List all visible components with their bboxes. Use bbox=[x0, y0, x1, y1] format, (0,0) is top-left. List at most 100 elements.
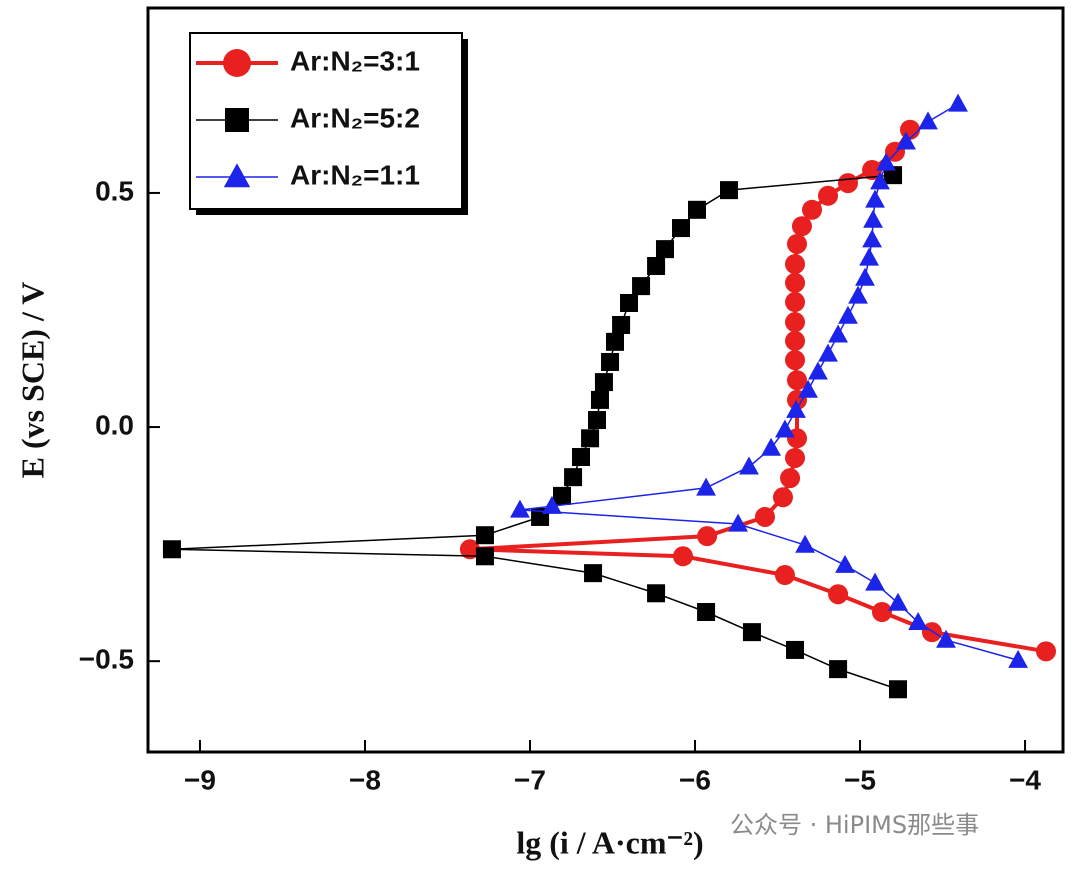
marker bbox=[510, 499, 530, 518]
legend-label: Ar:N₂=5:2 bbox=[290, 102, 420, 133]
marker bbox=[818, 343, 838, 362]
marker bbox=[888, 680, 907, 699]
marker bbox=[772, 487, 793, 508]
marker bbox=[542, 495, 562, 514]
marker bbox=[948, 93, 968, 112]
marker bbox=[908, 611, 929, 630]
watermark: 公众号 · HiPIMS那些事 bbox=[730, 811, 979, 839]
marker bbox=[696, 477, 716, 496]
marker bbox=[475, 547, 494, 566]
marker bbox=[774, 565, 795, 586]
marker bbox=[786, 233, 807, 254]
marker bbox=[828, 584, 849, 605]
marker bbox=[798, 379, 818, 398]
marker bbox=[835, 554, 855, 573]
marker bbox=[620, 293, 639, 312]
marker bbox=[785, 254, 806, 275]
marker bbox=[828, 324, 848, 343]
marker bbox=[672, 546, 693, 567]
marker bbox=[876, 152, 897, 171]
marker bbox=[785, 272, 806, 293]
marker bbox=[785, 447, 806, 468]
marker bbox=[584, 564, 603, 583]
marker bbox=[612, 315, 631, 334]
legend-marker bbox=[223, 163, 251, 188]
marker bbox=[837, 173, 858, 194]
marker bbox=[859, 247, 880, 266]
marker bbox=[553, 486, 572, 505]
x-tick-label: −5 bbox=[844, 764, 876, 795]
marker bbox=[761, 437, 781, 456]
x-tick-label: −4 bbox=[1009, 764, 1041, 795]
y-tick-label: 0.5 bbox=[95, 175, 134, 206]
marker bbox=[697, 603, 716, 622]
marker bbox=[588, 411, 607, 430]
marker bbox=[855, 267, 875, 286]
marker bbox=[871, 602, 892, 623]
series-line bbox=[469, 128, 1047, 654]
marker bbox=[754, 506, 775, 527]
marker bbox=[459, 539, 480, 560]
legend-label: Ar:N₂=3:1 bbox=[290, 45, 420, 76]
marker bbox=[475, 526, 494, 545]
marker bbox=[775, 419, 795, 438]
marker bbox=[785, 330, 806, 351]
marker bbox=[594, 373, 613, 392]
marker bbox=[1036, 641, 1057, 662]
x-tick-label: −8 bbox=[349, 764, 381, 795]
plot-frame bbox=[146, 6, 1065, 754]
marker bbox=[688, 200, 706, 219]
marker bbox=[862, 160, 883, 181]
marker bbox=[1008, 649, 1029, 668]
x-axis-label: lg (i / A·cm⁻²) bbox=[516, 824, 703, 860]
marker bbox=[848, 285, 868, 304]
marker bbox=[896, 131, 916, 150]
marker bbox=[808, 361, 828, 380]
marker bbox=[918, 111, 938, 130]
marker bbox=[888, 592, 908, 611]
marker bbox=[786, 399, 806, 418]
marker bbox=[162, 540, 181, 559]
x-tick-label: −9 bbox=[184, 764, 216, 795]
marker bbox=[697, 526, 718, 547]
y-tick-label: −0.5 bbox=[79, 644, 134, 675]
marker bbox=[802, 199, 823, 220]
marker bbox=[865, 189, 885, 208]
marker bbox=[795, 534, 815, 553]
marker bbox=[647, 256, 666, 275]
marker bbox=[632, 277, 651, 296]
marker bbox=[900, 119, 921, 140]
legend-marker bbox=[225, 108, 249, 132]
marker bbox=[785, 350, 806, 371]
marker bbox=[786, 370, 807, 391]
marker bbox=[870, 171, 890, 190]
marker bbox=[671, 219, 690, 238]
y-axis-label: E (vs SCE) / V bbox=[14, 282, 50, 479]
marker bbox=[601, 352, 620, 371]
marker bbox=[742, 623, 761, 642]
marker bbox=[571, 448, 590, 467]
marker bbox=[581, 429, 600, 448]
marker bbox=[785, 292, 806, 313]
marker bbox=[936, 629, 956, 648]
marker bbox=[564, 468, 583, 487]
marker bbox=[720, 181, 739, 200]
marker bbox=[785, 312, 806, 333]
legend-marker bbox=[223, 49, 251, 77]
marker bbox=[862, 229, 882, 248]
marker bbox=[884, 166, 903, 185]
marker bbox=[791, 216, 812, 237]
legend-label: Ar:N₂=1:1 bbox=[290, 159, 420, 190]
x-tick-label: −7 bbox=[514, 764, 546, 795]
y-tick-label: 0.0 bbox=[95, 409, 134, 440]
marker bbox=[590, 390, 609, 409]
marker bbox=[863, 209, 883, 228]
marker bbox=[829, 660, 848, 679]
marker bbox=[818, 185, 839, 206]
x-tick-label: −6 bbox=[679, 764, 711, 795]
marker bbox=[739, 456, 759, 475]
marker bbox=[780, 468, 801, 489]
marker bbox=[605, 332, 624, 351]
marker bbox=[786, 640, 805, 659]
